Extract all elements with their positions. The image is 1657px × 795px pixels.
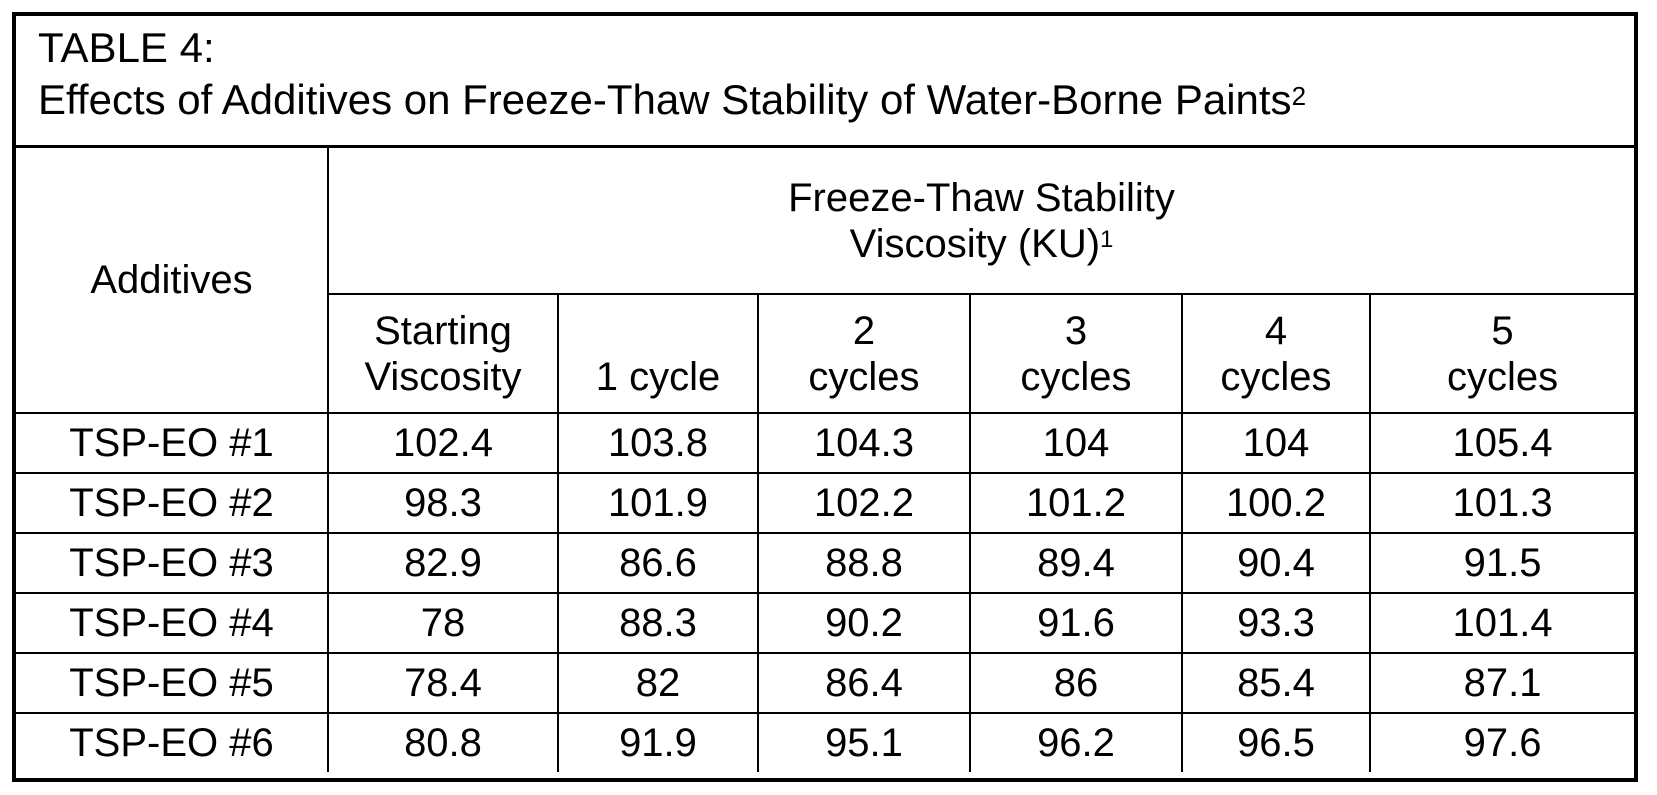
additive-label: TSP-EO #1 xyxy=(16,413,329,474)
viscosity-cell: 82 xyxy=(557,652,759,714)
viscosity-cell: 96.2 xyxy=(969,712,1183,772)
viscosity-cell: 104 xyxy=(1181,413,1371,474)
column-header-line1: 5 xyxy=(1491,308,1514,353)
additive-label: TSP-EO #6 xyxy=(16,712,329,772)
table-row: TSP-EO #6 80.8 91.9 95.1 96.2 96.5 97.6 xyxy=(16,712,1635,772)
viscosity-cell: 103.8 xyxy=(557,413,759,474)
table-row: TSP-EO #1 102.4 103.8 104.3 104 104 105.4 xyxy=(16,413,1635,474)
column-header-line2: cycles xyxy=(1446,354,1559,399)
table-number: TABLE 4: xyxy=(38,24,215,71)
viscosity-cell: 101.2 xyxy=(969,472,1183,534)
viscosity-cell: 105.4 xyxy=(1368,413,1635,474)
table-frame: TABLE 4: Effects of Additives on Freeze-… xyxy=(12,12,1638,782)
viscosity-cell: 97.6 xyxy=(1368,712,1635,772)
viscosity-cell: 102.4 xyxy=(327,413,559,474)
viscosity-cell: 78 xyxy=(327,592,559,654)
column-header: 2 cycles xyxy=(757,293,971,414)
viscosity-cell: 98.3 xyxy=(327,472,559,534)
column-header-line1: 2 xyxy=(852,308,876,353)
viscosity-cell: 88.8 xyxy=(757,532,971,594)
table-caption: TABLE 4: Effects of Additives on Freeze-… xyxy=(16,16,1634,148)
viscosity-cell: 85.4 xyxy=(1181,652,1371,714)
column-header-line1: Starting xyxy=(374,308,512,353)
viscosity-cell: 91.6 xyxy=(969,592,1183,654)
column-header-line2: cycles xyxy=(1020,354,1132,399)
additive-label: TSP-EO #4 xyxy=(16,592,329,654)
table-row: TSP-EO #3 82.9 86.6 88.8 89.4 90.4 91.5 xyxy=(16,532,1635,594)
viscosity-cell: 104 xyxy=(969,413,1183,474)
group-header-line2: Viscosity (KU)1 xyxy=(329,221,1634,267)
header-row-group: Additives Freeze-Thaw Stability Viscosit… xyxy=(16,148,1635,414)
table-row: TSP-EO #4 78 88.3 90.2 91.6 93.3 101.4 xyxy=(16,592,1635,654)
viscosity-cell: 86 xyxy=(969,652,1183,714)
column-header-line1 xyxy=(559,308,757,354)
column-header-line2: 1 cycle xyxy=(595,354,721,399)
group-header-footnote: 1 xyxy=(1100,225,1114,253)
table-title-footnote: 2 xyxy=(1291,81,1307,111)
column-header: Starting Viscosity xyxy=(328,293,559,414)
column-header-line1: 3 xyxy=(1064,308,1088,353)
viscosity-cell: 93.3 xyxy=(1181,592,1371,654)
header-row-columns: Starting Viscosity 1 cycle 2 cycles 3 cycles 4 c… xyxy=(16,293,1635,414)
viscosity-cell: 91.9 xyxy=(557,712,759,772)
viscosity-cell: 89.4 xyxy=(969,532,1183,594)
table-title: Effects of Additives on Freeze-Thaw Stab… xyxy=(38,74,1634,126)
viscosity-cell: 104.3 xyxy=(757,413,971,474)
column-header: 3 cycles xyxy=(969,293,1183,414)
viscosity-cell: 102.2 xyxy=(757,472,971,534)
column-header-line2: cycles xyxy=(1220,354,1332,399)
viscosity-cell: 86.4 xyxy=(757,652,971,714)
viscosity-cell: 90.2 xyxy=(757,592,971,654)
table-row: TSP-EO #2 98.3 101.9 102.2 101.2 100.2 101.3 xyxy=(16,472,1635,534)
viscosity-cell: 96.5 xyxy=(1181,712,1371,772)
viscosity-cell: 80.8 xyxy=(327,712,559,772)
viscosity-cell: 101.3 xyxy=(1368,472,1635,534)
viscosity-cell: 101.9 xyxy=(557,472,759,534)
column-header: 1 cycle xyxy=(557,293,759,414)
column-header: 5 cycles xyxy=(1368,293,1635,414)
additive-label: TSP-EO #5 xyxy=(16,652,329,714)
group-header: Freeze-Thaw Stability Viscosity (KU)1 xyxy=(326,148,1635,295)
column-header: 4 cycles xyxy=(1181,293,1371,414)
column-header-line2: Viscosity xyxy=(364,354,522,399)
viscosity-cell: 101.4 xyxy=(1368,592,1635,654)
viscosity-cell: 87.1 xyxy=(1368,652,1635,714)
additives-header: Additives xyxy=(16,148,329,414)
group-header-line1: Freeze-Thaw Stability xyxy=(788,175,1175,220)
table-row: TSP-EO #5 78.4 82 86.4 86 85.4 87.1 xyxy=(16,652,1635,714)
viscosity-cell: 100.2 xyxy=(1181,472,1371,534)
data-table: Additives Freeze-Thaw Stability Viscosit… xyxy=(16,148,1635,772)
viscosity-cell: 78.4 xyxy=(327,652,559,714)
additive-label: TSP-EO #3 xyxy=(16,532,329,594)
column-header-line2: cycles xyxy=(808,354,920,399)
table-body: TSP-EO #1 102.4 103.8 104.3 104 104 105.4 TSP-E… xyxy=(16,413,1635,772)
viscosity-cell: 91.5 xyxy=(1368,532,1635,594)
viscosity-cell: 90.4 xyxy=(1181,532,1371,594)
viscosity-cell: 88.3 xyxy=(557,592,759,654)
table-title-text: Effects of Additives on Freeze-Thaw Stab… xyxy=(38,76,1292,123)
column-header-line1: 4 xyxy=(1264,308,1288,353)
viscosity-cell: 86.6 xyxy=(557,532,759,594)
additive-label: TSP-EO #2 xyxy=(16,472,329,534)
viscosity-cell: 82.9 xyxy=(327,532,559,594)
group-header-line2-text: Viscosity (KU) xyxy=(849,221,1101,266)
viscosity-cell: 95.1 xyxy=(757,712,971,772)
